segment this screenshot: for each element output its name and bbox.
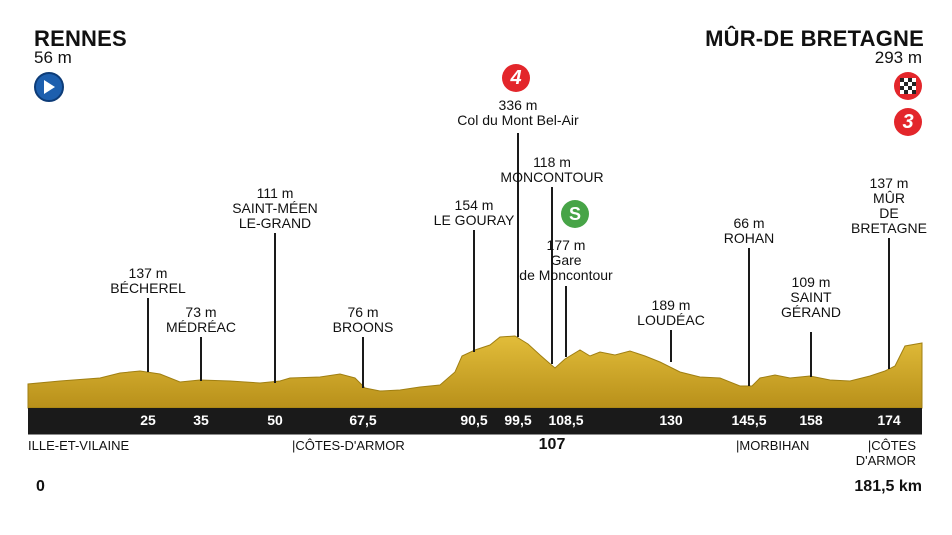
- waypoint-label: 137 m MÛR DE BRETAGNE: [851, 175, 927, 236]
- finish-altitude: 293 m: [874, 48, 922, 67]
- region-cotes-darmor: |CÔTES-D'ARMOR: [292, 438, 405, 453]
- km-marker: 50: [267, 412, 283, 428]
- waypoint-label: 177 m Gare de Moncontour: [519, 237, 613, 283]
- km-marker: 145,5: [731, 412, 767, 428]
- km-marker: 108,5: [548, 412, 584, 428]
- category-4-climb-icon: 4: [502, 64, 530, 92]
- km-marker: 158: [799, 412, 823, 428]
- km-marker: 25: [140, 412, 156, 428]
- play-icon: [34, 72, 64, 102]
- waypoint-label: 336 m Col du Mont Bel-Air: [457, 97, 579, 128]
- waypoint-label: 76 m BROONS: [332, 304, 394, 335]
- start-altitude: 56 m: [34, 48, 72, 67]
- region-ille-et-vilaine: ILLE-ET-VILAINE: [28, 438, 130, 453]
- km-marker: 90,5: [460, 412, 488, 428]
- sprint-icon: S: [561, 200, 589, 228]
- km-marker: 174: [877, 412, 901, 428]
- waypoint-label: 109 m SAINT GÉRAND: [781, 274, 841, 320]
- checkered-flag-icon: [894, 72, 922, 100]
- distance-start: 0: [36, 478, 45, 495]
- km-marker: 99,5: [504, 412, 532, 428]
- waypoint-label: 66 m ROHAN: [723, 215, 775, 246]
- waypoint-label: 154 m LE GOURAY: [433, 197, 515, 228]
- waypoint-label: 189 m LOUDÉAC: [637, 297, 705, 328]
- km-band: [28, 408, 922, 434]
- waypoint-label: 73 m MÉDRÉAC: [165, 304, 237, 335]
- category-3-climb-icon: 3: [894, 108, 922, 136]
- region-cotes-darmor-2: |CÔTES D'ARMOR: [855, 438, 916, 468]
- distance-total: 181,5 km: [854, 478, 922, 495]
- waypoint-label: 111 m SAINT-MÉEN LE-GRAND: [232, 185, 318, 231]
- region-morbihan: |MORBIHAN: [736, 438, 810, 453]
- km-marker: 67,5: [349, 412, 377, 428]
- km-marker: 130: [659, 412, 683, 428]
- km-marker: 107: [538, 436, 566, 453]
- waypoint-label: 118 m MONCONTOUR: [500, 154, 604, 185]
- start-town: RENNES: [34, 26, 127, 51]
- terrain-area: [27, 335, 923, 409]
- finish-town: MÛR-DE BRETAGNE: [705, 26, 924, 51]
- km-marker: 35: [193, 412, 209, 428]
- waypoint-label: 137 m BÉCHEREL: [110, 265, 186, 296]
